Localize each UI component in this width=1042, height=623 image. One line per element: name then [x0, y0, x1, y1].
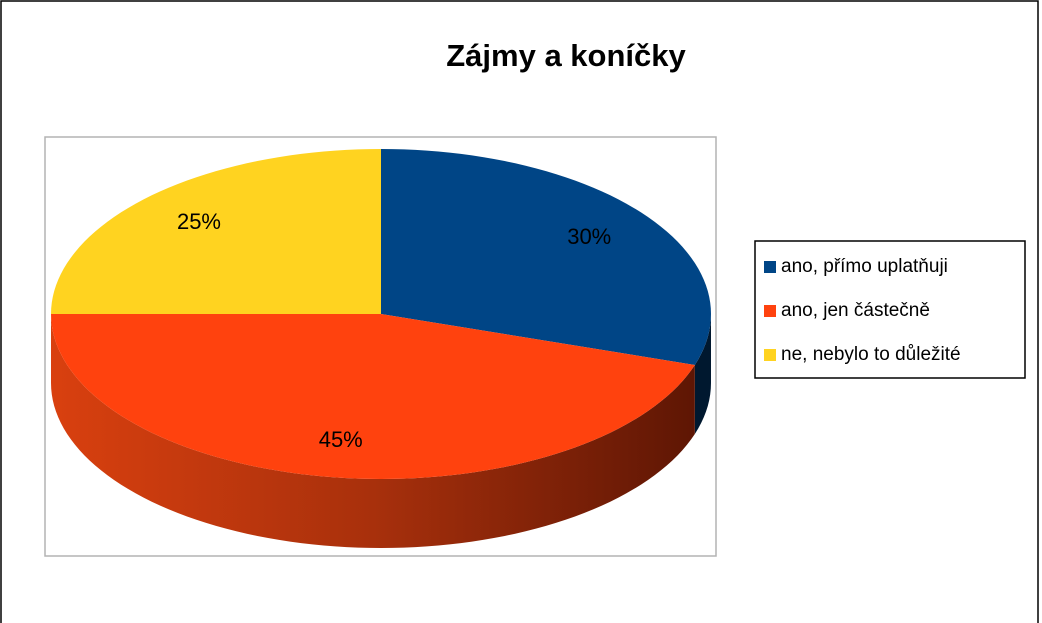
legend-label: ano, přímo uplatňuji: [781, 256, 948, 277]
pie-slice: [381, 149, 711, 365]
data-label: 45%: [319, 427, 363, 452]
pie-slice: [51, 149, 381, 314]
pie: 30% 45% 25%: [51, 149, 711, 548]
legend: [754, 240, 1026, 379]
chart-title: Zájmy a koníčky: [446, 38, 686, 73]
pie-slice: [51, 314, 695, 479]
legend-label: ano, jen částečně: [781, 300, 930, 321]
data-label: 25%: [177, 209, 221, 234]
legend-items: ano, přímo uplatňuji ano, jen částečně ne,…: [764, 256, 961, 365]
legend-swatch: [764, 349, 776, 361]
data-label: 30%: [567, 224, 611, 249]
legend-label: ne, nebylo to důležité: [781, 344, 961, 365]
pie-slice-side: [694, 314, 711, 434]
pie-slice-side: [51, 314, 695, 548]
legend-swatch: [764, 261, 776, 273]
legend-swatch: [764, 305, 776, 317]
